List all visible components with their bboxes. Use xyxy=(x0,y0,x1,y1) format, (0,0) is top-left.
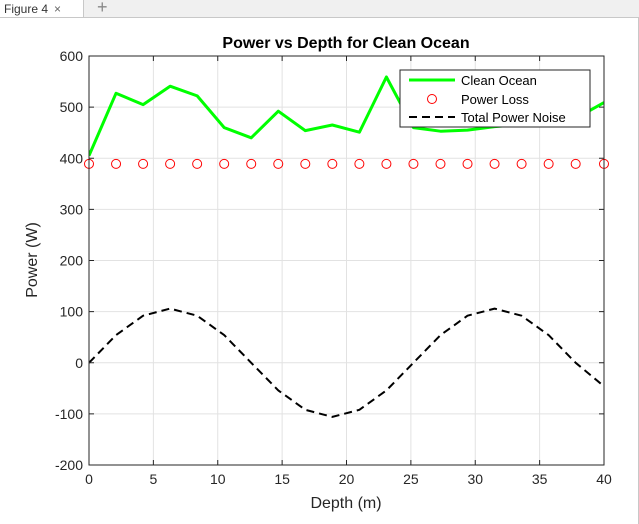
data-point-power-loss xyxy=(354,158,365,169)
y-axis-label: Power (W) xyxy=(24,222,41,298)
legend-label-power-loss: Power Loss xyxy=(461,92,529,107)
data-point-power-loss xyxy=(300,158,311,169)
data-point-power-loss xyxy=(246,158,257,169)
x-tick-label: 30 xyxy=(467,471,483,487)
legend-swatch-power-loss xyxy=(427,94,437,104)
data-point-power-loss xyxy=(111,158,122,169)
data-point-power-loss xyxy=(381,158,392,169)
x-tick-label: 25 xyxy=(403,471,419,487)
y-tick-label: 300 xyxy=(60,201,84,217)
figure-tabbar: Figure 4 × + xyxy=(0,0,639,18)
chart-title: Power vs Depth for Clean Ocean xyxy=(222,35,469,52)
data-point-power-loss xyxy=(543,158,554,169)
y-tick-label: -200 xyxy=(55,457,83,473)
y-tick-label: 500 xyxy=(60,99,84,115)
x-tick-label: 35 xyxy=(532,471,548,487)
x-tick-label: 40 xyxy=(596,471,612,487)
y-tick-label: 400 xyxy=(60,150,84,166)
power-loss-markers xyxy=(84,158,609,169)
data-point-power-loss xyxy=(138,158,149,169)
data-point-power-loss xyxy=(462,158,473,169)
x-axis-label: Depth (m) xyxy=(310,495,381,512)
y-tick-label: 0 xyxy=(75,355,83,371)
x-tick-label: 15 xyxy=(274,471,290,487)
data-point-power-loss xyxy=(219,158,230,169)
x-tick-label: 5 xyxy=(149,471,157,487)
y-tick-label: 200 xyxy=(60,253,84,269)
y-tick-label: 600 xyxy=(60,48,84,64)
tab-figure-4-label: Figure 4 xyxy=(4,1,49,16)
add-tab-icon[interactable]: + xyxy=(97,0,108,17)
data-point-power-loss xyxy=(327,158,338,169)
x-tick-label: 0 xyxy=(85,471,93,487)
data-point-power-loss xyxy=(516,158,527,169)
data-point-power-loss xyxy=(570,158,581,169)
tab-figure-4[interactable]: Figure 4 × xyxy=(0,0,84,17)
axis-ticks: 0 5 10 15 20 25 30 35 40 -200 -100 0 100 200 300 400 500… xyxy=(55,48,612,487)
legend-label-clean-ocean: Clean Ocean xyxy=(461,73,537,88)
y-tick-label: 100 xyxy=(60,304,84,320)
close-icon[interactable]: × xyxy=(54,1,62,16)
data-point-power-loss xyxy=(273,158,284,169)
data-point-power-loss xyxy=(165,158,176,169)
data-point-power-loss xyxy=(408,158,419,169)
legend: Clean Ocean Power Loss Total Power Noise xyxy=(399,69,591,128)
x-tick-label: 20 xyxy=(339,471,355,487)
legend-label-total-power-noise: Total Power Noise xyxy=(461,110,566,125)
data-point-power-loss xyxy=(435,158,446,169)
data-point-power-loss xyxy=(489,158,500,169)
y-tick-label: -100 xyxy=(55,406,83,422)
data-point-power-loss xyxy=(192,158,203,169)
x-tick-label: 10 xyxy=(210,471,226,487)
series-line-total-power-noise xyxy=(89,307,604,418)
